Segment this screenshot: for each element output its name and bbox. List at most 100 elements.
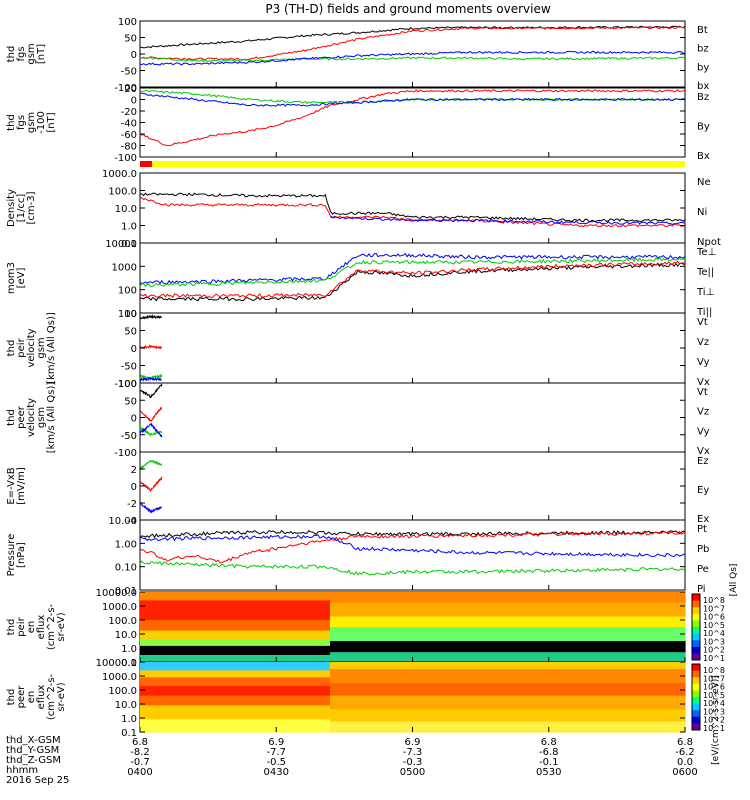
spectrogram-cell	[470, 616, 476, 628]
spectrogram-cell	[590, 695, 596, 711]
spectrogram-cell	[360, 652, 366, 663]
spectrogram-cell	[220, 677, 226, 687]
spectrogram-cell	[670, 627, 676, 642]
spectrogram-cell	[375, 721, 381, 733]
spectrogram-cell	[205, 670, 211, 678]
spectrogram-cell	[355, 627, 361, 642]
colorbar-tick-label: 10^2	[703, 646, 725, 655]
spectrogram-cell	[570, 683, 576, 697]
spectrogram-cell	[460, 695, 466, 711]
spectrogram-cell	[610, 683, 616, 697]
y-axis-label: fgs	[16, 46, 27, 61]
spectrogram-cell	[275, 685, 281, 697]
spectrogram-cell	[480, 709, 486, 723]
spectrogram-cell	[220, 655, 226, 663]
spectrogram-cell	[550, 709, 556, 723]
spectrogram-cell	[340, 627, 346, 642]
legend-label-Te⊥: Te⊥	[696, 247, 716, 258]
spectrogram-cell	[355, 709, 361, 723]
spectrogram-cell	[665, 641, 671, 653]
colorbar-tick-label: 10^4	[703, 629, 725, 638]
spectrogram-cell	[360, 721, 366, 733]
spectrogram-cell	[215, 592, 221, 601]
spectrogram-cell	[680, 641, 686, 653]
orbit-value: 6.8	[541, 737, 557, 748]
spectrogram-cell	[270, 655, 276, 663]
spectrogram-cell	[660, 641, 666, 653]
spectrogram-cell	[340, 616, 346, 628]
spectrogram-cell	[140, 645, 146, 656]
spectrogram-cell	[140, 670, 146, 678]
legend-label-Ne: Ne	[697, 177, 711, 188]
spectrogram-cell	[235, 719, 241, 733]
orbit-label-z: thd_Z-GSM	[6, 755, 61, 766]
spectrogram-cell	[235, 630, 241, 640]
spectrogram-cell	[610, 602, 616, 618]
spectrogram-cell	[265, 685, 271, 697]
spectrogram-cell	[185, 630, 191, 640]
y-tick-label: 2	[131, 465, 137, 476]
spectrogram-cell	[315, 620, 321, 632]
spectrogram-cell	[350, 592, 356, 604]
spectrogram-cell	[645, 695, 651, 711]
spectrogram-cell	[150, 638, 156, 647]
spectrogram-cell	[525, 592, 531, 604]
spectrogram-cell	[165, 600, 171, 621]
spectrogram-cell	[200, 719, 206, 733]
spectrogram-cell	[205, 705, 211, 720]
series-Ey-line	[139, 459, 163, 471]
spectrogram-cell	[300, 600, 306, 621]
spectrogram-cell	[415, 721, 421, 733]
spectrogram-cell	[670, 695, 676, 711]
spectrogram-cell	[650, 683, 656, 697]
spectrogram-cell	[290, 705, 296, 720]
spectrogram-cell	[220, 638, 226, 647]
spectrogram-cell	[665, 669, 671, 684]
legend-label-Vz: Vz	[697, 337, 709, 348]
spectrogram-cell	[275, 600, 281, 621]
spectrogram-cell	[210, 705, 216, 720]
spectrogram-cell	[530, 662, 536, 670]
spectrogram-cell	[440, 652, 446, 663]
spectrogram-cell	[520, 616, 526, 628]
spectrogram-cell	[315, 719, 321, 733]
legend-label-By: By	[697, 122, 710, 133]
spectrogram-cell	[475, 616, 481, 628]
spectrogram-cell	[675, 695, 681, 711]
spectrogram-cell	[580, 652, 586, 663]
orbit-value: 0.0	[677, 757, 693, 768]
spectrogram-cell	[480, 641, 486, 653]
spectrogram-cell	[295, 677, 301, 687]
spectrogram-cell	[540, 669, 546, 684]
spectrogram-cell	[525, 627, 531, 642]
spectrogram-cell	[335, 709, 341, 723]
spectrogram-cell	[170, 638, 176, 647]
spectrogram-cell	[575, 652, 581, 663]
spectrogram-cell	[265, 630, 271, 640]
spectrogram-cell	[210, 592, 216, 601]
spectrogram-cell	[460, 592, 466, 604]
spectrogram-cell	[330, 602, 336, 618]
spectrogram-cell	[165, 695, 171, 706]
spectrogram-cell	[315, 592, 321, 601]
spectrogram-cell	[605, 652, 611, 663]
spectrogram-cell	[150, 655, 156, 663]
spectrogram-cell	[410, 709, 416, 723]
spectrogram-cell	[570, 592, 576, 604]
spectrogram-cell	[170, 719, 176, 733]
y-axis-label: velocity	[26, 328, 37, 367]
spectrogram-cell	[355, 641, 361, 653]
spectrogram-cell	[360, 616, 366, 628]
legend-label-bx: bx	[697, 81, 709, 92]
spectrogram-cell	[300, 670, 306, 678]
spectrogram-cell	[150, 695, 156, 706]
spectrogram-cell	[425, 652, 431, 663]
spectrogram-cell	[330, 695, 336, 711]
spectrogram-cell	[425, 695, 431, 711]
spectrogram-cell	[645, 669, 651, 684]
spectrogram-cell	[490, 662, 496, 670]
spectrogram-cell	[325, 655, 331, 663]
spectrogram-cell	[415, 662, 421, 670]
spectrogram-cell	[245, 655, 251, 663]
